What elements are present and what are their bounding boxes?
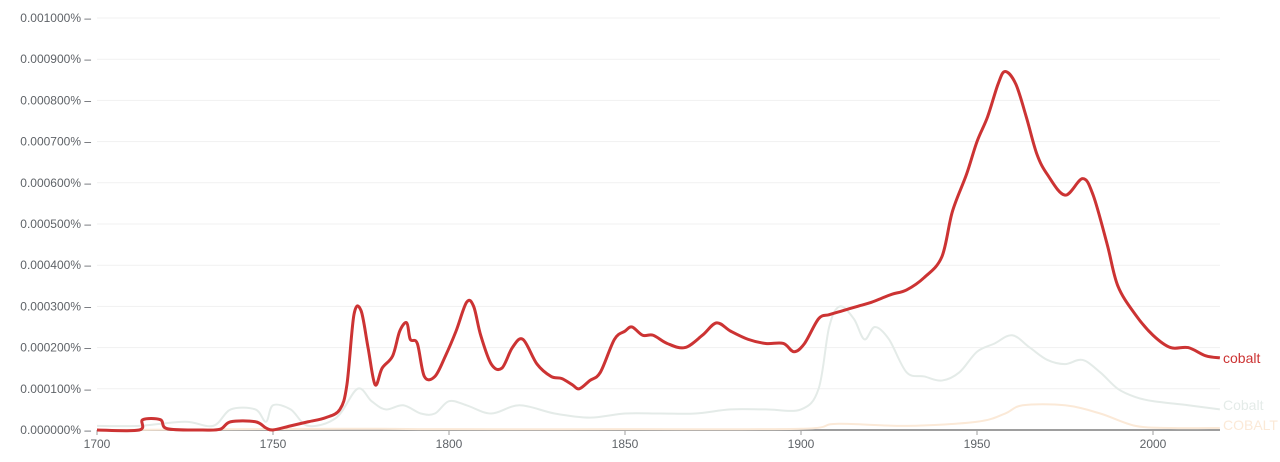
y-tick-label: 0.000700% – xyxy=(20,135,91,149)
series-lines xyxy=(96,70,1221,433)
x-tick-label: 1700 xyxy=(84,437,111,451)
x-tick-label: 2000 xyxy=(1140,437,1167,451)
y-tick-label: 0.000600% – xyxy=(20,176,91,190)
x-tick-label: 1800 xyxy=(436,437,463,451)
legend: COBALT Cobalt cobalt xyxy=(1223,350,1278,433)
x-axis: 1700 1750 1800 1850 1900 1950 2000 xyxy=(84,429,1220,451)
y-tick-label: 0.001000% – xyxy=(20,11,91,25)
y-axis: 0.000000% – 0.000100% – 0.000200% – 0.00030… xyxy=(20,11,91,437)
legend-label[interactable]: cobalt xyxy=(1223,350,1260,366)
y-tick-label: 0.000500% – xyxy=(20,217,91,231)
y-tick-label: 0.000200% – xyxy=(20,341,91,355)
series-line-cobalt-2[interactable] xyxy=(96,70,1221,433)
legend-label[interactable]: Cobalt xyxy=(1223,397,1264,413)
x-tick-label: 1900 xyxy=(788,437,815,451)
legend-label[interactable]: COBALT xyxy=(1223,417,1278,433)
y-tick-label: 0.000400% – xyxy=(20,258,91,272)
x-tick-label: 1950 xyxy=(964,437,991,451)
x-tick-label: 1750 xyxy=(260,437,287,451)
y-tick-label: 0.000300% – xyxy=(20,299,91,313)
y-tick-label: 0.000000% – xyxy=(20,423,91,437)
series-line-cobalt-0[interactable] xyxy=(96,403,1220,431)
y-tick-label: 0.000900% – xyxy=(20,52,91,66)
y-tick-label: 0.000800% – xyxy=(20,93,91,107)
series-line-cobalt-1[interactable] xyxy=(96,305,1221,428)
y-tick-label: 0.000100% – xyxy=(20,382,91,396)
x-tick-label: 1850 xyxy=(612,437,639,451)
grid-lines xyxy=(97,17,1220,390)
